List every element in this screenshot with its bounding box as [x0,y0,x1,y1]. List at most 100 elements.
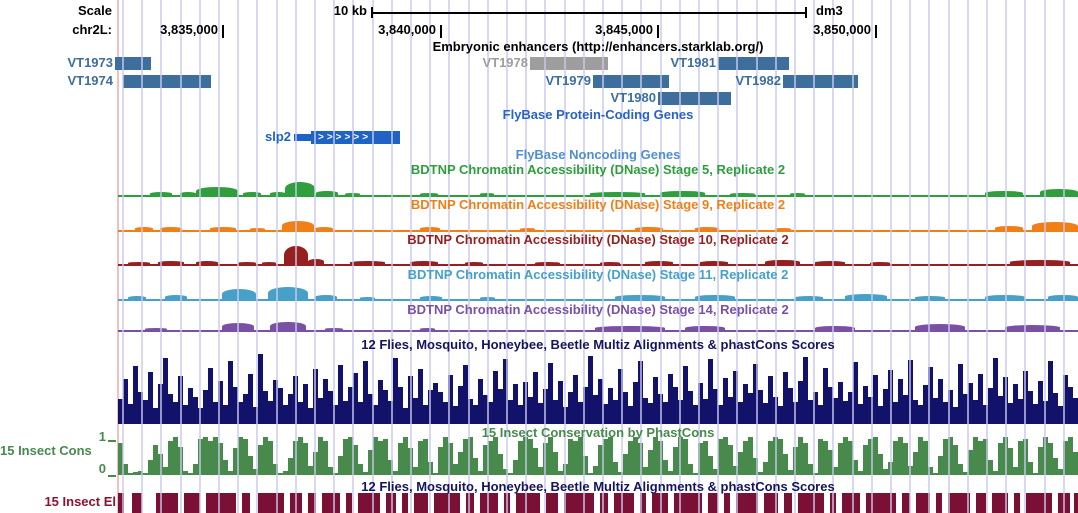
enhancer-block-VT1982[interactable] [783,75,858,88]
conservation-bar [358,463,363,475]
multiz-bar [123,379,128,424]
multiz-bar [1038,380,1043,424]
conservation-left-label[interactable]: 15 Insect Cons [0,443,92,458]
conservation-bar [538,467,543,475]
element-block[interactable] [614,493,634,513]
ruler-tick-label: 3,835,000 [160,22,218,37]
element-block[interactable] [480,493,498,513]
dnase-baseline-3[interactable] [118,299,1078,301]
element-block[interactable] [764,493,778,513]
conservation-bar [133,471,138,475]
enhancer-block-VT1981[interactable] [718,57,789,70]
multiz-bar [868,397,873,424]
gridline [256,0,259,513]
position-guideline [117,0,119,513]
conservation-bar [213,437,218,475]
multiz-bar [828,386,833,424]
element-block[interactable] [866,493,896,513]
elements-track-title: 12 Flies, Mosquito, Honeybee, Beetle Mul… [361,479,835,494]
element-block[interactable] [1026,493,1052,513]
multiz-bar [303,383,308,424]
element-block[interactable] [916,493,930,513]
element-block[interactable] [358,493,380,513]
element-block[interactable] [132,493,142,513]
element-block[interactable] [414,493,428,513]
dnase-peak [145,328,167,330]
conservation-bar [763,461,768,475]
element-block[interactable] [736,493,758,513]
multiz-bar [958,364,963,424]
element-block[interactable] [118,493,124,513]
enhancer-block-VT1973[interactable] [115,57,151,70]
multiz-bar [688,390,693,424]
element-block[interactable] [798,493,824,513]
multiz-bar [368,393,373,424]
gene-slp2-exon[interactable]: >>>>>> [311,131,400,144]
element-block[interactable] [346,493,352,513]
dnase-peak [730,193,755,195]
element-block[interactable] [1074,493,1078,513]
multiz-bar [643,398,648,424]
element-block[interactable] [600,493,608,513]
multiz-bar [308,408,313,424]
conservation-bar [288,457,293,475]
element-block[interactable] [242,493,250,513]
element-block[interactable] [936,493,942,513]
enhancer-label-VT1979: VT1979 [545,73,591,88]
multiz-bar [568,392,573,424]
multiz-bar [358,401,363,424]
element-block[interactable] [466,493,474,513]
multiz-bar [413,398,418,424]
element-block[interactable] [842,493,860,513]
dnase-peak [915,324,965,330]
multiz-bar [128,403,133,424]
multiz-bar [798,380,803,424]
gridline [563,0,566,513]
element-block[interactable] [402,493,408,513]
element-block[interactable] [976,493,986,513]
element-block[interactable] [184,493,200,513]
enhancer-block-VT1978[interactable] [530,57,608,70]
enhancer-block-VT1980[interactable] [658,92,731,105]
dnase-peak [270,322,306,330]
dnase-baseline-4[interactable] [118,330,1078,332]
multiz-histogram[interactable] [118,352,1078,424]
dnase-peak [985,191,1023,195]
element-block[interactable] [516,493,540,513]
conservation-histogram[interactable] [118,437,1078,475]
element-block[interactable] [674,493,702,513]
conservation-bar [978,440,983,475]
element-block[interactable] [784,493,792,513]
gene-slp2-utr[interactable] [294,134,311,141]
element-block[interactable] [948,493,970,513]
elements-left-label[interactable]: 15 Insect El [44,494,116,509]
element-block[interactable] [206,493,236,513]
element-block[interactable] [258,493,284,513]
dnase-baseline-0[interactable] [118,195,1078,197]
element-block[interactable] [902,493,910,513]
enhancer-block-VT1974[interactable] [123,75,211,88]
conservation-bar [528,438,533,475]
element-block[interactable] [434,493,460,513]
multiz-bar [1008,403,1013,424]
dnase-baseline-1[interactable] [118,230,1078,232]
conserved-elements-track[interactable] [118,493,1078,513]
multiz-bar [853,362,858,424]
element-block[interactable] [992,493,1008,513]
conservation-bar [123,463,128,475]
element-block[interactable] [308,493,316,513]
element-block[interactable] [724,493,730,513]
conservation-bar [268,440,273,475]
element-block[interactable] [322,493,340,513]
dnase-track-title-0: BDTNP Chromatin Accessibility (DNase) St… [410,162,786,177]
gridline [218,0,220,513]
element-block[interactable] [640,493,646,513]
element-block[interactable] [708,493,718,513]
dnase-baseline-2[interactable] [118,264,1078,266]
element-block[interactable] [156,493,178,513]
element-block[interactable] [1014,493,1020,513]
element-block[interactable] [546,493,558,513]
enhancer-block-VT1979[interactable] [593,75,669,88]
multiz-bar [498,389,503,424]
element-block[interactable] [564,493,594,513]
